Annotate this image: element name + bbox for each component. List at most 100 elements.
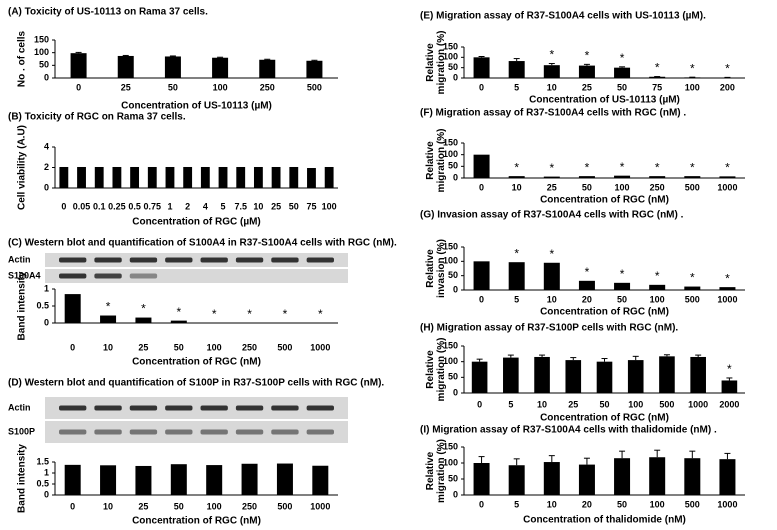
bar xyxy=(578,176,595,178)
bar xyxy=(627,360,644,393)
x-tick-label: 10 xyxy=(547,294,557,304)
blot-strip xyxy=(45,269,348,283)
y-tick-label: 100 xyxy=(34,47,49,57)
y-tick-label: 0.5 xyxy=(36,478,49,488)
bar xyxy=(312,465,329,495)
bar xyxy=(64,464,81,495)
bar xyxy=(614,458,631,495)
panel-title: (F) Migration assay of R37-S100A4 cells … xyxy=(420,108,686,119)
y-axis-label: Relative xyxy=(425,350,436,389)
y-tick-label: 50 xyxy=(448,161,458,171)
bar xyxy=(473,154,490,178)
x-axis-label: Concentration of US-10113 (µM) xyxy=(529,95,680,106)
x-tick-label: 2000 xyxy=(719,399,739,409)
x-tick-label: 2 xyxy=(185,201,190,211)
x-tick-label: 250 xyxy=(242,501,257,511)
blot-row-label: S100A4 xyxy=(8,270,41,280)
blot-band xyxy=(271,257,299,263)
blot-band xyxy=(94,429,122,435)
x-axis-label: Concentration of RGC (nM) xyxy=(540,307,669,318)
x-axis-label: Concentration of RGC (nM) xyxy=(540,413,669,424)
x-tick-label: 75 xyxy=(306,201,316,211)
significance-marker: * xyxy=(247,307,252,321)
significance-marker: * xyxy=(620,51,625,65)
x-tick-label: 10 xyxy=(537,399,547,409)
bar xyxy=(473,261,490,290)
blot-band xyxy=(129,257,158,263)
panel-title: (H) Migration assay of R37-S100P cells w… xyxy=(420,323,678,334)
blot-band xyxy=(59,429,87,435)
bar xyxy=(306,60,323,78)
blot-row-label: Actin xyxy=(8,402,31,412)
bar xyxy=(94,166,104,188)
x-tick-label: 0 xyxy=(479,182,484,192)
x-tick-label: 1000 xyxy=(688,399,708,409)
bar xyxy=(719,176,736,178)
bar xyxy=(241,463,258,495)
y-tick-label: 50 xyxy=(448,62,458,72)
bar xyxy=(508,465,525,495)
significance-marker: * xyxy=(549,48,554,62)
blot-band xyxy=(129,273,158,279)
significance-marker: * xyxy=(725,271,730,285)
x-axis-label: Concentration of RGC (nM) xyxy=(540,195,669,206)
significance-marker: * xyxy=(620,160,625,174)
x-tick-label: 5 xyxy=(221,201,226,211)
blot-band xyxy=(271,405,299,411)
panel-title: (G) Invasion assay of R37-S100A4 cells w… xyxy=(420,210,684,221)
x-tick-label: 250 xyxy=(260,82,275,92)
bar xyxy=(170,320,187,323)
y-tick-label: 150 xyxy=(443,241,458,251)
x-tick-label: 50 xyxy=(168,82,178,92)
y-tick-label: 1 xyxy=(44,467,49,477)
significance-marker: * xyxy=(690,61,695,75)
bar xyxy=(578,65,595,78)
x-axis-label: Concentration of RGC (nM) xyxy=(132,516,261,527)
y-tick-label: 0 xyxy=(44,72,49,82)
x-tick-label: 0 xyxy=(477,399,482,409)
x-tick-label: 0.75 xyxy=(144,201,162,211)
x-tick-label: 25 xyxy=(138,342,148,352)
blot-band xyxy=(200,257,228,263)
x-tick-label: 500 xyxy=(659,399,674,409)
significance-marker: * xyxy=(725,62,730,76)
y-tick-label: 0 xyxy=(44,317,49,327)
x-tick-label: 25 xyxy=(547,182,557,192)
bar xyxy=(135,465,152,495)
panel-title: (C) Western blot and quantification of S… xyxy=(8,238,397,249)
x-tick-label: 0 xyxy=(70,342,75,352)
bar xyxy=(508,262,525,290)
significance-marker: * xyxy=(141,302,146,316)
x-tick-label: 10 xyxy=(547,499,557,509)
y-tick-label: 2 xyxy=(44,162,49,172)
y-tick-label: 0.5 xyxy=(36,300,49,310)
blot-row-label: S100P xyxy=(8,426,35,436)
significance-marker: * xyxy=(585,49,590,63)
bar xyxy=(200,166,210,188)
y-tick-label: 100 xyxy=(443,256,458,266)
bar xyxy=(649,76,666,78)
blot-row-label: Actin xyxy=(8,254,31,264)
significance-marker: * xyxy=(549,247,554,261)
bar xyxy=(212,57,229,78)
x-tick-label: 100 xyxy=(685,82,700,92)
x-tick-label: 500 xyxy=(277,501,292,511)
y-axis-label: Band intensity xyxy=(17,444,28,513)
x-tick-label: 25 xyxy=(121,82,131,92)
x-tick-label: 0.5 xyxy=(128,201,141,211)
bar xyxy=(719,287,736,290)
blot-band xyxy=(235,405,264,411)
significance-marker: * xyxy=(690,160,695,174)
significance-marker: * xyxy=(514,160,519,174)
bar xyxy=(218,166,228,188)
y-tick-label: 150 xyxy=(443,441,458,451)
y-tick-label: 0 xyxy=(44,182,49,192)
blot-band xyxy=(235,257,264,263)
bar xyxy=(543,462,560,495)
x-tick-label: 10 xyxy=(103,342,113,352)
bar xyxy=(276,463,293,495)
blot-band xyxy=(59,405,87,411)
blot-band xyxy=(306,405,334,411)
x-tick-label: 50 xyxy=(617,82,627,92)
